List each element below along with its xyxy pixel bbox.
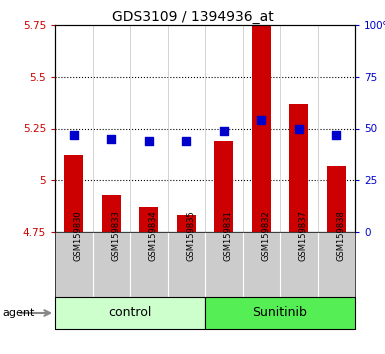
Bar [102, 195, 121, 232]
Point [333, 132, 339, 138]
Bar [55, 297, 205, 329]
Bar [139, 207, 158, 232]
Text: GSM159833: GSM159833 [111, 210, 120, 261]
Text: GSM159831: GSM159831 [224, 210, 233, 261]
Bar [290, 104, 308, 232]
Text: GSM159832: GSM159832 [261, 210, 270, 261]
Point [108, 136, 114, 142]
Point [296, 126, 302, 131]
Point [258, 118, 264, 123]
Bar [214, 141, 233, 232]
Point [183, 138, 189, 144]
Point [221, 128, 227, 133]
Text: GDS3109 / 1394936_at: GDS3109 / 1394936_at [112, 10, 273, 24]
Point [71, 132, 77, 138]
Bar [64, 155, 83, 232]
Bar [327, 166, 346, 232]
Point [146, 138, 152, 144]
Text: GSM159835: GSM159835 [186, 210, 195, 261]
Bar [252, 25, 271, 232]
Text: GSM159837: GSM159837 [299, 210, 308, 261]
Text: GSM159838: GSM159838 [336, 210, 345, 261]
Text: agent: agent [2, 308, 34, 318]
Text: GSM159834: GSM159834 [149, 210, 158, 261]
Text: Sunitinib: Sunitinib [253, 307, 308, 320]
Bar [205, 297, 355, 329]
Text: GSM159830: GSM159830 [74, 210, 83, 261]
Text: control: control [108, 307, 152, 320]
Bar [177, 216, 196, 232]
